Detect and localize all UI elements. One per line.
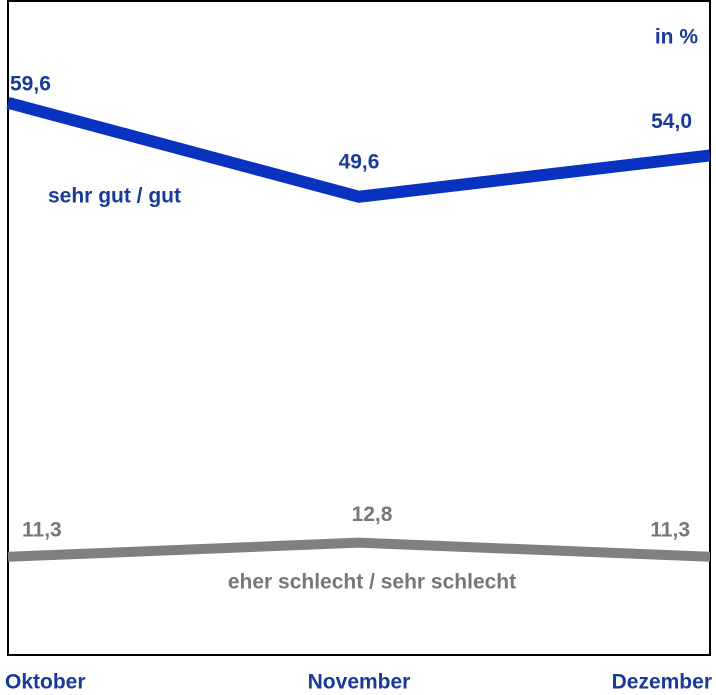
x-tick-label: Oktober	[5, 671, 86, 694]
data-label: 11,3	[650, 518, 690, 541]
data-label: 59,6	[10, 72, 51, 95]
data-label: 49,6	[339, 150, 380, 173]
data-label: 54,0	[651, 110, 692, 133]
unit-label: in %	[655, 26, 698, 49]
data-label: 11,3	[22, 518, 62, 541]
series-label: sehr gut / gut	[48, 185, 181, 208]
x-tick-label: Dezember	[612, 671, 712, 694]
series-label: eher schlecht / sehr schlecht	[228, 571, 516, 594]
line	[7, 537, 711, 562]
data-label: 12,8	[352, 503, 393, 526]
plot-frame	[7, 0, 711, 656]
x-tick-label: November	[308, 671, 411, 694]
line	[6, 96, 711, 203]
